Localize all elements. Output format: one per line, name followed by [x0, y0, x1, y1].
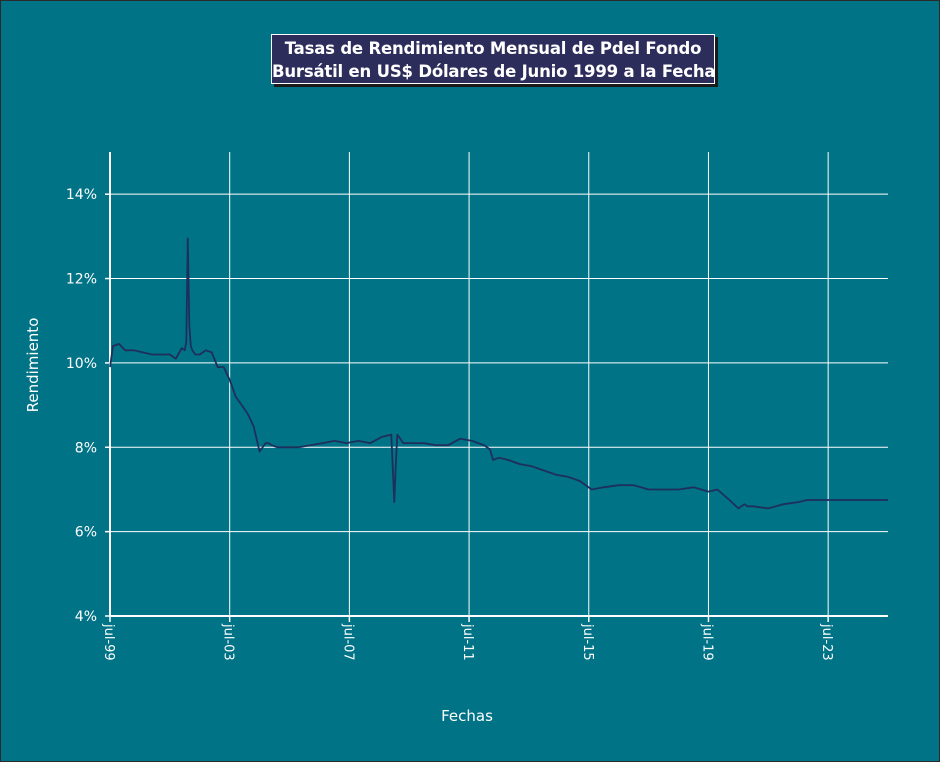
x-tick-label: jul-19 — [699, 623, 714, 661]
y-tick-label: 8% — [75, 440, 97, 456]
x-tick-labels: jul-99 jul-03 jul-07 jul-11 jul-15 jul-19 jul-… — [101, 623, 834, 661]
y-tick-label: 4% — [75, 609, 97, 625]
chart-title-box: Tasas de Rendimiento Mensual de Pdel Fon… — [271, 34, 716, 84]
x-tick-label: jul-23 — [819, 623, 834, 661]
series-line — [109, 237, 888, 510]
y-tick-label: 6% — [75, 525, 97, 541]
chart-title-line-2: Bursátil en US$ Dólares de Junio 1999 a … — [272, 62, 716, 81]
x-tick-label: jul-15 — [580, 623, 595, 661]
x-axis-label: Fechas — [441, 707, 493, 725]
x-tick-label: jul-03 — [221, 623, 236, 661]
y-tick-label: 10% — [66, 356, 97, 372]
axes — [105, 152, 888, 622]
y-axis-label: Rendimiento — [24, 318, 42, 413]
y-tick-label: 12% — [66, 272, 97, 288]
x-tick-label: jul-07 — [340, 623, 355, 661]
y-tick-label: 14% — [66, 187, 97, 203]
chart-title-line-1: Tasas de Rendimiento Mensual de Pdel Fon… — [284, 39, 702, 58]
x-tick-label: jul-11 — [460, 623, 475, 661]
series-lines — [109, 237, 888, 510]
x-tick-label: jul-99 — [101, 623, 116, 661]
y-tick-labels: 4% 6% 8% 10% 12% 14% — [66, 187, 97, 625]
grid-lines — [110, 152, 888, 616]
